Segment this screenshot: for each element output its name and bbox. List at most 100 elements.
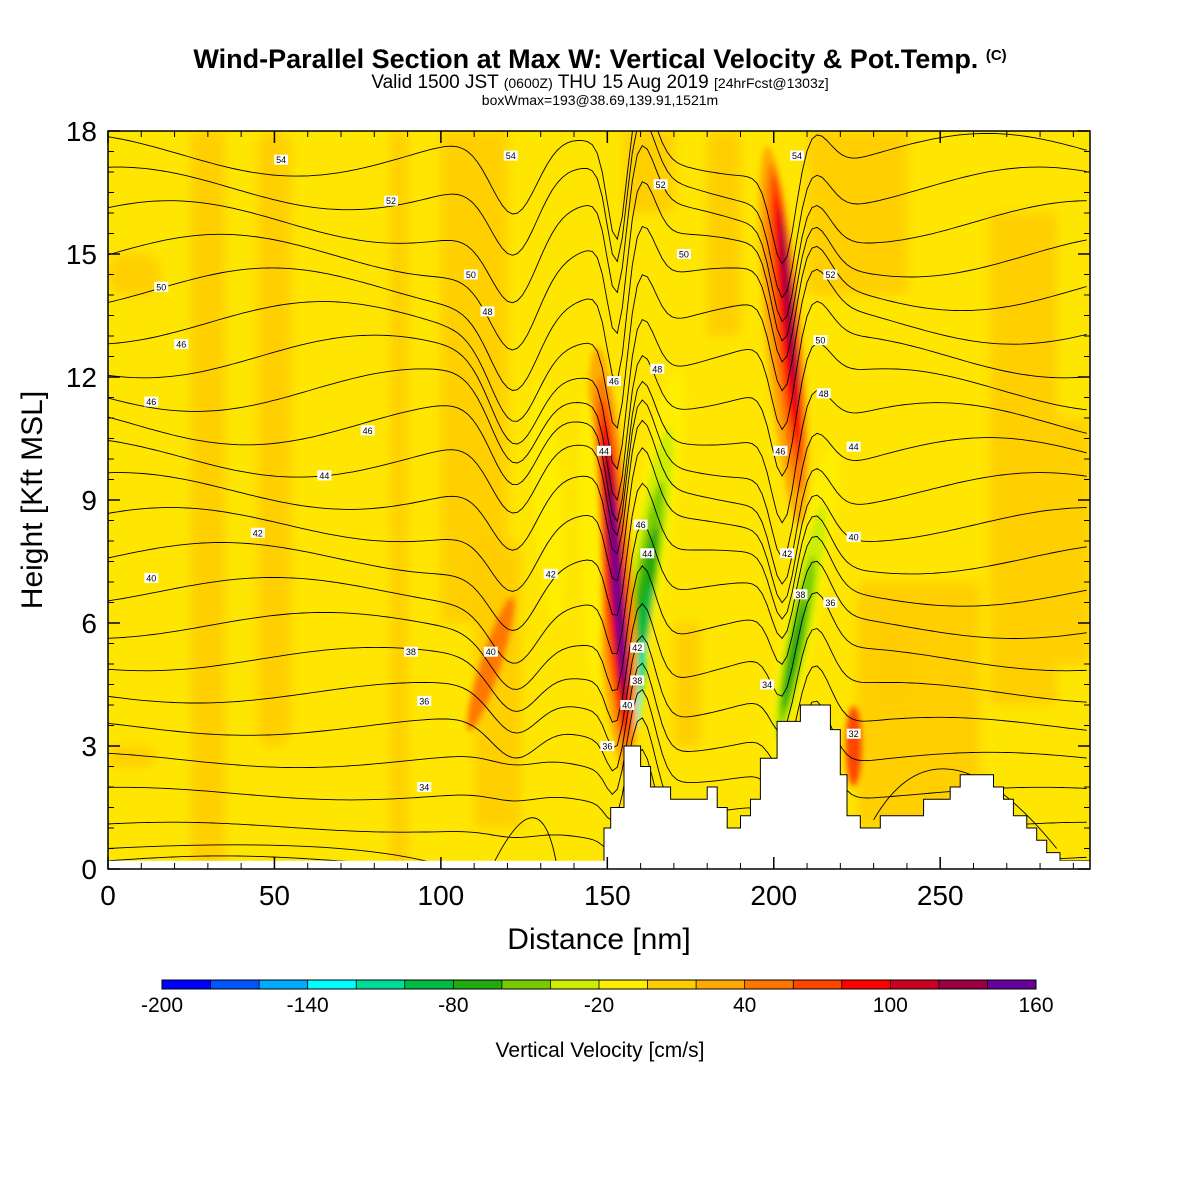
plot-area: 54 52 50 46 46 46 44 42 40 38 36 34 54 50 48 40 42 52 50 48… xyxy=(108,131,1090,869)
theta-contour-line xyxy=(108,131,1087,265)
theta-contour-line xyxy=(108,560,1087,692)
colorbar-swatch xyxy=(987,980,1037,989)
theta-label-bg xyxy=(846,728,861,739)
theta-label: 54 xyxy=(506,151,516,161)
y-tick-label: 3 xyxy=(81,731,97,762)
x-tick-label: 200 xyxy=(750,880,797,911)
theta-label: 44 xyxy=(849,442,859,452)
theta-contour-line xyxy=(108,144,1087,323)
colorbar-tick-label: -200 xyxy=(141,994,183,1017)
theta-label-bg xyxy=(317,470,332,481)
chart-title: Wind-Parallel Section at Max W: Vertical… xyxy=(193,44,1007,74)
theta-label: 34 xyxy=(762,680,772,690)
theta-label-bg xyxy=(417,782,432,792)
theta-label: 44 xyxy=(642,549,652,559)
colorbar-label: Vertical Velocity [cm/s] xyxy=(496,1039,705,1062)
theta-label: 38 xyxy=(795,590,805,600)
colorbar-swatch xyxy=(793,980,843,989)
theta-label: 46 xyxy=(636,520,646,530)
colorbar-swatch xyxy=(259,980,309,989)
colorbar-swatch xyxy=(162,980,211,989)
y-tick-label: 15 xyxy=(66,239,97,270)
copyright-mark: (C) xyxy=(985,47,1007,64)
theta-label-bg xyxy=(793,589,808,600)
theta-label-bg xyxy=(403,646,418,657)
theta-label-bg xyxy=(633,519,648,530)
x-tick-label: 50 xyxy=(259,880,290,911)
w-patch xyxy=(440,131,508,623)
w-patch xyxy=(880,623,907,705)
theta-label-bg xyxy=(816,388,831,399)
theta-label-bg xyxy=(480,306,495,317)
colorbar-swatch xyxy=(307,980,357,989)
theta-label-bg xyxy=(760,679,775,690)
theta-label-bg xyxy=(606,376,621,387)
theta-label-bg xyxy=(676,249,691,259)
theta-label: 54 xyxy=(276,155,286,165)
theta-label: 38 xyxy=(632,676,642,686)
colorbar-tick-label: -140 xyxy=(287,994,329,1017)
y-tick-label: 0 xyxy=(81,854,97,885)
theta-contour-line xyxy=(108,447,1087,604)
y-tick-label: 6 xyxy=(81,608,97,639)
w-patch xyxy=(1056,418,1090,664)
theta-label: 46 xyxy=(775,446,785,456)
y-tick-label: 12 xyxy=(66,362,97,393)
theta-label: 46 xyxy=(363,426,373,436)
y-tick-label: 9 xyxy=(81,485,97,516)
w-field-plumes xyxy=(467,146,862,786)
colorbar-swatch xyxy=(210,980,260,989)
theta-contour-line xyxy=(108,482,1087,631)
theta-label-bg xyxy=(417,695,432,706)
theta-label: 38 xyxy=(406,647,416,657)
theta-label: 42 xyxy=(632,643,642,653)
theta-contours xyxy=(108,131,1087,869)
theta-label: 52 xyxy=(825,270,835,280)
box-wmax-subtitle: boxWmax=193@38.69,139.91,1521m xyxy=(481,92,719,108)
theta-label: 48 xyxy=(482,307,492,317)
theta-label: 42 xyxy=(546,569,556,579)
weak-downdraft xyxy=(531,380,564,620)
theta-label: 40 xyxy=(849,532,859,542)
theta-label: 34 xyxy=(419,783,429,793)
theta-label: 32 xyxy=(849,729,859,739)
theta-label: 40 xyxy=(146,573,156,583)
theta-label-bg xyxy=(790,150,805,161)
theta-label: 40 xyxy=(622,701,632,711)
theta-label-bg xyxy=(250,527,265,538)
colorbar-swatch xyxy=(404,980,454,989)
theta-label-bg xyxy=(144,396,159,407)
colorbar-tick-label: -20 xyxy=(584,994,614,1017)
colorbar-swatch xyxy=(841,980,891,989)
theta-label-bg xyxy=(823,597,838,608)
theta-label-bg xyxy=(274,154,289,165)
theta-contour-line xyxy=(108,419,1087,585)
theta-label-bg xyxy=(503,150,518,161)
colorbar-swatch xyxy=(550,980,600,989)
y-axis-label: Height [Kft MSL] xyxy=(16,391,49,609)
colorbar-swatch xyxy=(501,980,551,989)
colorbar-tick-label: 40 xyxy=(733,994,756,1017)
theta-contour-line xyxy=(108,662,1087,772)
colorbar-swatch xyxy=(696,980,746,989)
theta-label: 42 xyxy=(253,528,263,538)
theta-label-bg xyxy=(653,179,668,190)
theta-contour-line xyxy=(108,380,1087,524)
w-patch xyxy=(108,254,162,295)
terrain xyxy=(108,704,1090,869)
colorbar-swatch xyxy=(744,980,794,989)
w-patch xyxy=(707,131,741,336)
theta-label: 50 xyxy=(466,270,476,280)
theta-label: 50 xyxy=(156,282,166,292)
theta-contour-labels: 54 52 50 46 46 46 44 42 40 38 36 34 54 50 48 40 42 52 50 48… xyxy=(144,150,861,793)
colorbar-swatch xyxy=(647,980,697,989)
colorbar-frame xyxy=(161,979,1037,990)
theta-label-bg xyxy=(383,195,398,206)
x-tick-label: 150 xyxy=(584,880,631,911)
theta-contour-line xyxy=(108,717,1087,824)
theta-label: 40 xyxy=(486,647,496,657)
theta-label-bg xyxy=(174,339,189,350)
theta-contour-line xyxy=(108,399,1087,559)
theta-label-bg xyxy=(780,548,795,559)
